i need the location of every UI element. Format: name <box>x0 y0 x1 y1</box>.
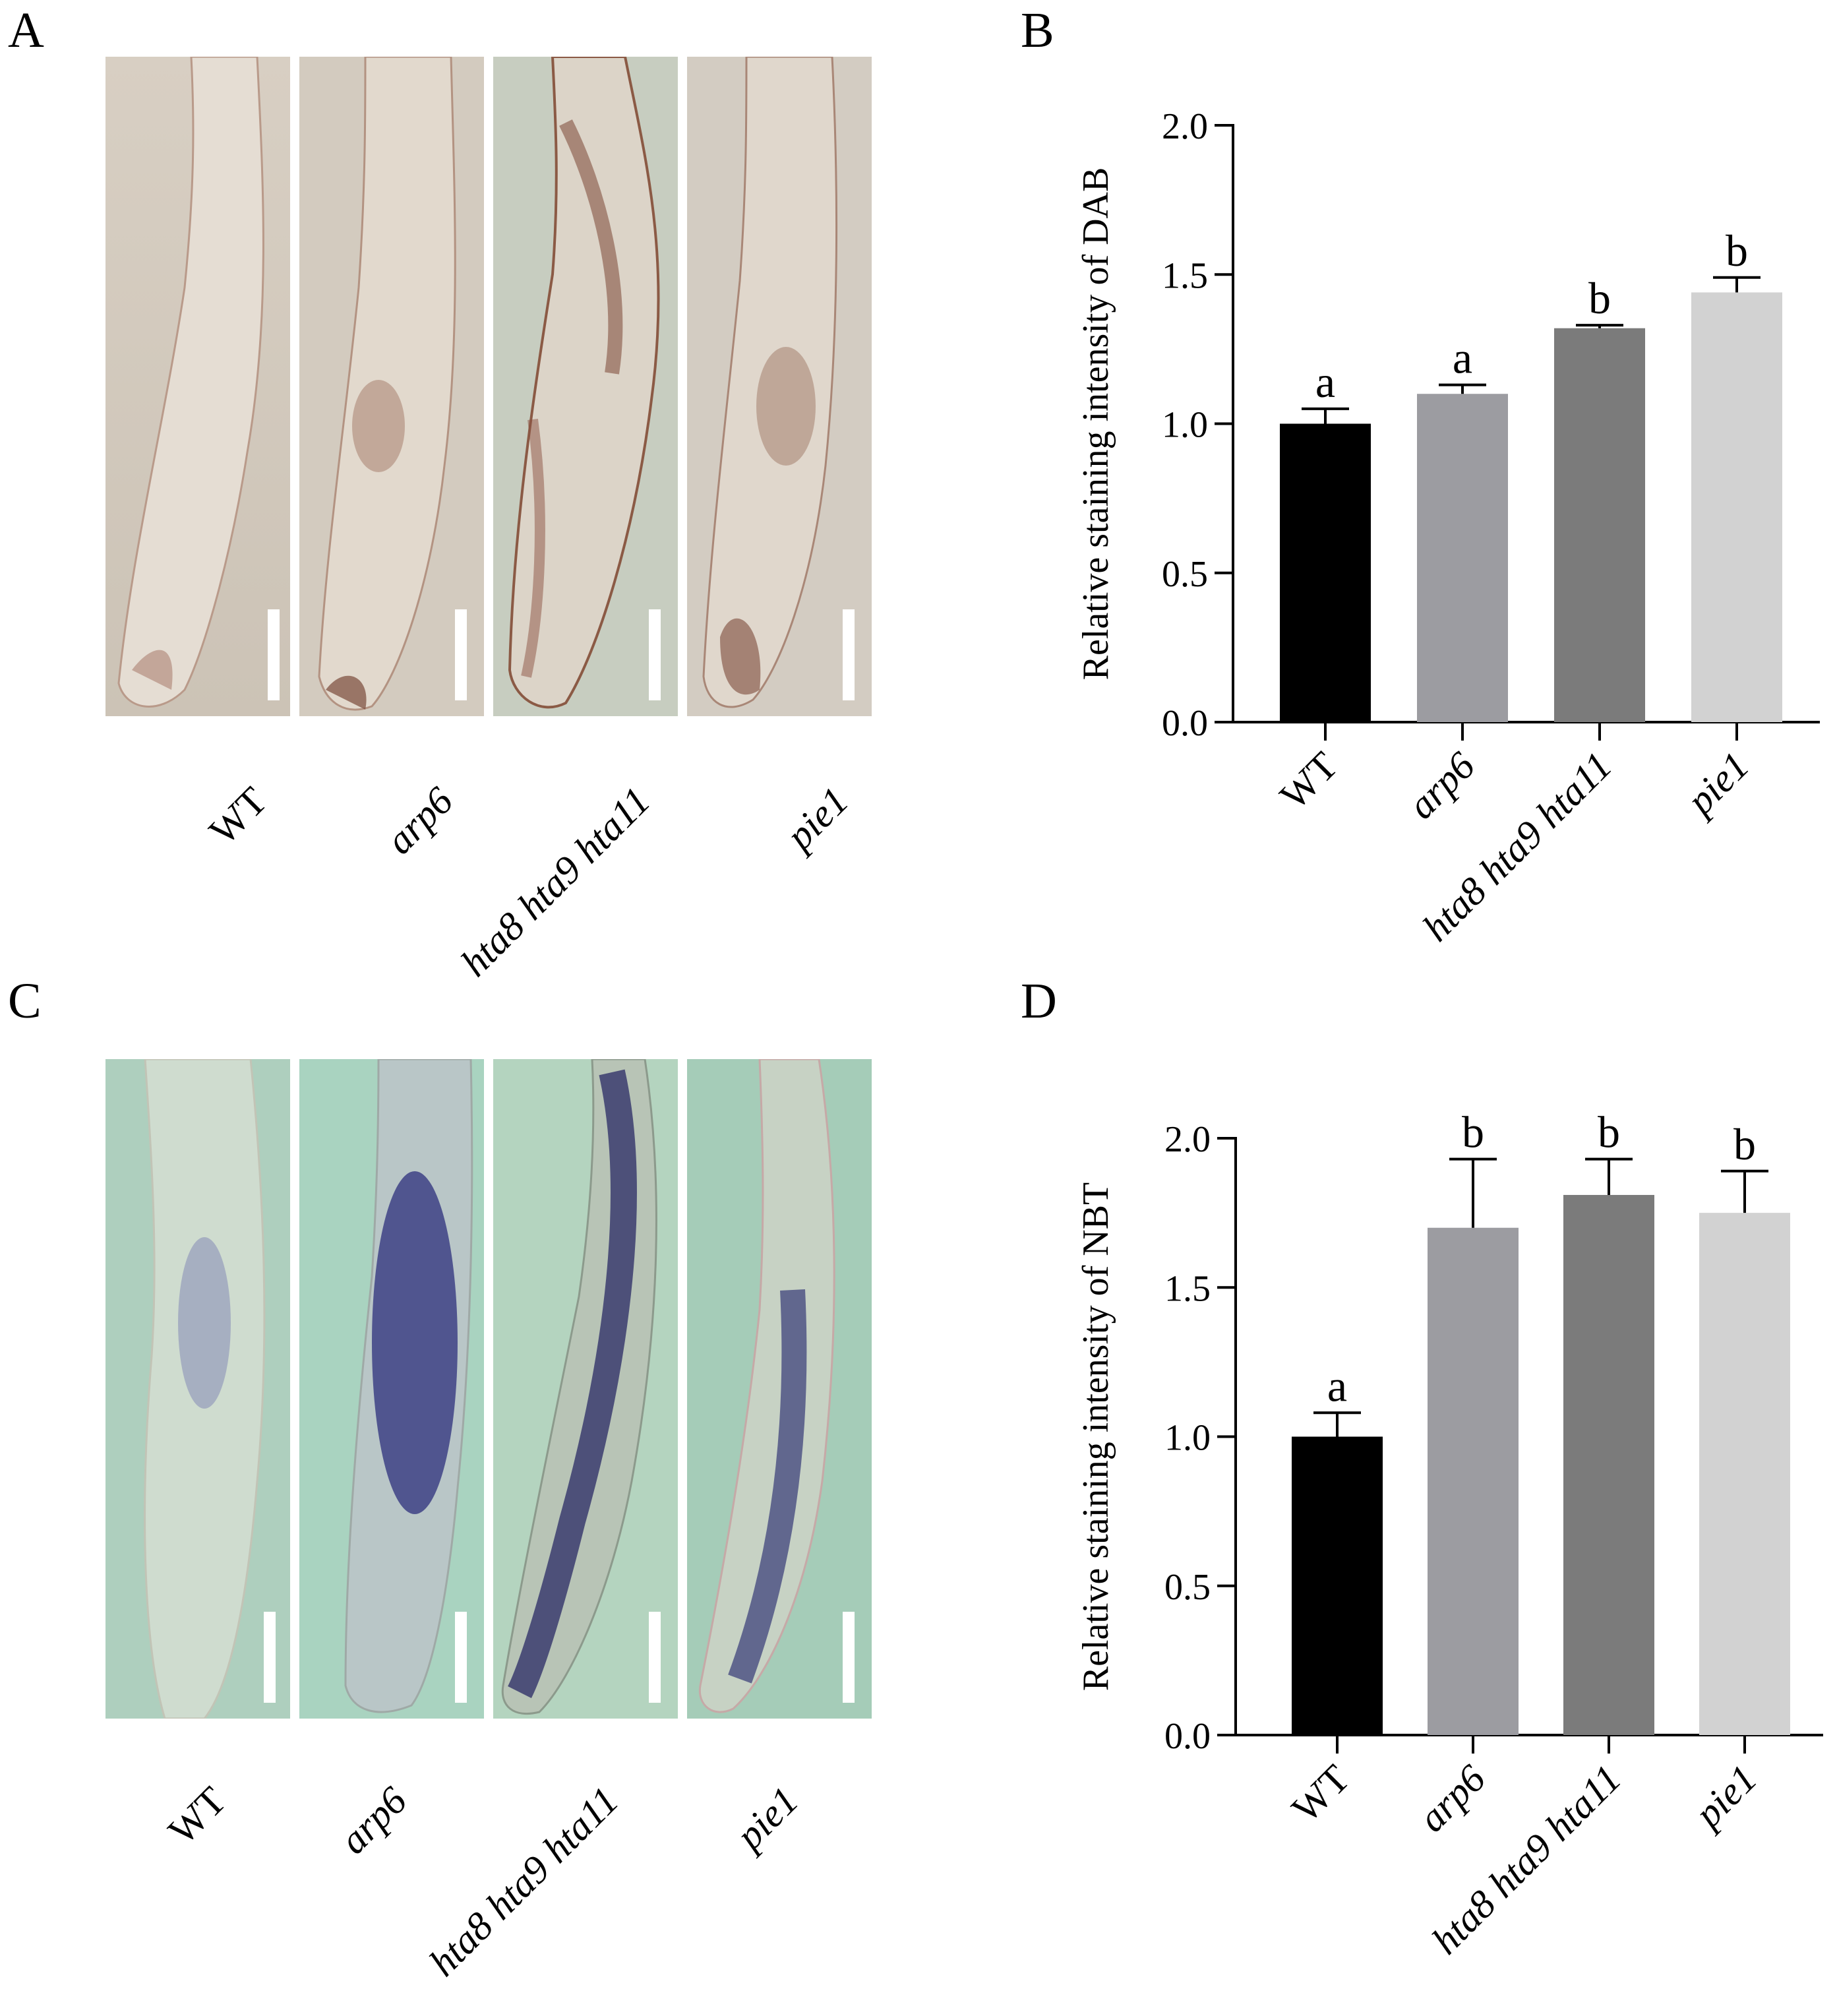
dab-micrograph-pie1 <box>687 57 872 716</box>
bar <box>1563 1194 1654 1735</box>
x-tick-label: WT <box>1284 1757 1358 1831</box>
bar <box>1699 1213 1790 1735</box>
y-tick-label: 2.0 <box>1164 1119 1211 1160</box>
bar <box>1554 328 1645 722</box>
nbt-micrograph-arp6 <box>299 1059 484 1719</box>
dab-image-label-hta8-hta9-hta11: hta8 hta9 hta11 <box>452 778 659 985</box>
significance-letter: a <box>1315 357 1335 407</box>
dab-bar-chart: 0.0 0.5 1.0 1.5 2.0 Relative staining intensi… <box>1055 99 1826 1022</box>
significance-letter: b <box>1588 273 1611 323</box>
y-axis-title: Relative staining intensity of DAB <box>1075 168 1116 681</box>
significance-letter: a <box>1453 333 1472 383</box>
y-axis-title: Relative staining intensity of NBT <box>1075 1182 1116 1691</box>
y-tick-label: 0.5 <box>1162 554 1208 595</box>
y-tick-label: 0.0 <box>1164 1716 1211 1757</box>
x-tick-label: arp6 <box>1410 1757 1493 1841</box>
nbt-micrograph-hta8-hta9-hta11 <box>493 1059 678 1719</box>
bar <box>1292 1436 1383 1735</box>
y-tick-label: 1.0 <box>1162 405 1208 446</box>
x-tick-label: arp6 <box>1399 744 1483 828</box>
dab-micrograph-wt <box>105 57 290 716</box>
dab-image-label-wt: WT <box>200 778 275 853</box>
dab-micrograph-hta8-hta9-hta11 <box>493 57 678 716</box>
nbt-bar-chart: 0.0 0.5 1.0 1.5 2.0 Relative staining intensi… <box>1055 1107 1826 2011</box>
chart-svg: 0.0 0.5 1.0 1.5 2.0 Relative staining intensi… <box>1075 1107 1823 1963</box>
bar <box>1428 1227 1519 1735</box>
nbt-image-label-pie1: pie1 <box>727 1778 806 1858</box>
nbt-image-label-arp6: arp6 <box>331 1778 415 1862</box>
nbt-micrograph-wt <box>105 1059 290 1719</box>
x-tick-label: WT <box>1272 744 1346 818</box>
x-tick-label: pie1 <box>1677 744 1758 825</box>
dab-image-label-pie1: pie1 <box>777 778 857 858</box>
y-tick-label: 1.5 <box>1162 255 1208 296</box>
significance-letter: b <box>1726 226 1748 276</box>
y-tick-label: 0.5 <box>1164 1567 1211 1608</box>
y-tick-label: 0.0 <box>1162 703 1208 744</box>
dab-image-label-arp6: arp6 <box>377 778 461 863</box>
y-tick-label: 1.0 <box>1164 1418 1211 1459</box>
significance-letter: b <box>1462 1107 1484 1157</box>
panel-letter-d: D <box>1021 973 1057 1029</box>
bar <box>1280 423 1371 722</box>
panel-letter-a: A <box>8 3 44 58</box>
bar <box>1417 394 1508 722</box>
significance-letter: b <box>1733 1119 1756 1169</box>
panel-letter-c: C <box>8 973 42 1029</box>
bar <box>1691 292 1782 722</box>
y-tick-label: 2.0 <box>1162 106 1208 147</box>
nbt-image-label-hta8-hta9-hta11: hta8 hta9 hta11 <box>421 1778 627 1985</box>
y-tick-label: 1.5 <box>1164 1268 1211 1309</box>
nbt-micrograph-pie1 <box>687 1059 872 1719</box>
x-tick-label: pie1 <box>1685 1757 1766 1838</box>
chart-svg: 0.0 0.5 1.0 1.5 2.0 Relative staining intensi… <box>1075 106 1820 950</box>
panel-letter-b: B <box>1021 3 1054 58</box>
significance-letter: a <box>1327 1360 1347 1411</box>
nbt-image-label-wt: WT <box>160 1778 234 1853</box>
dab-micrograph-arp6 <box>299 57 484 716</box>
significance-letter: b <box>1598 1107 1620 1157</box>
